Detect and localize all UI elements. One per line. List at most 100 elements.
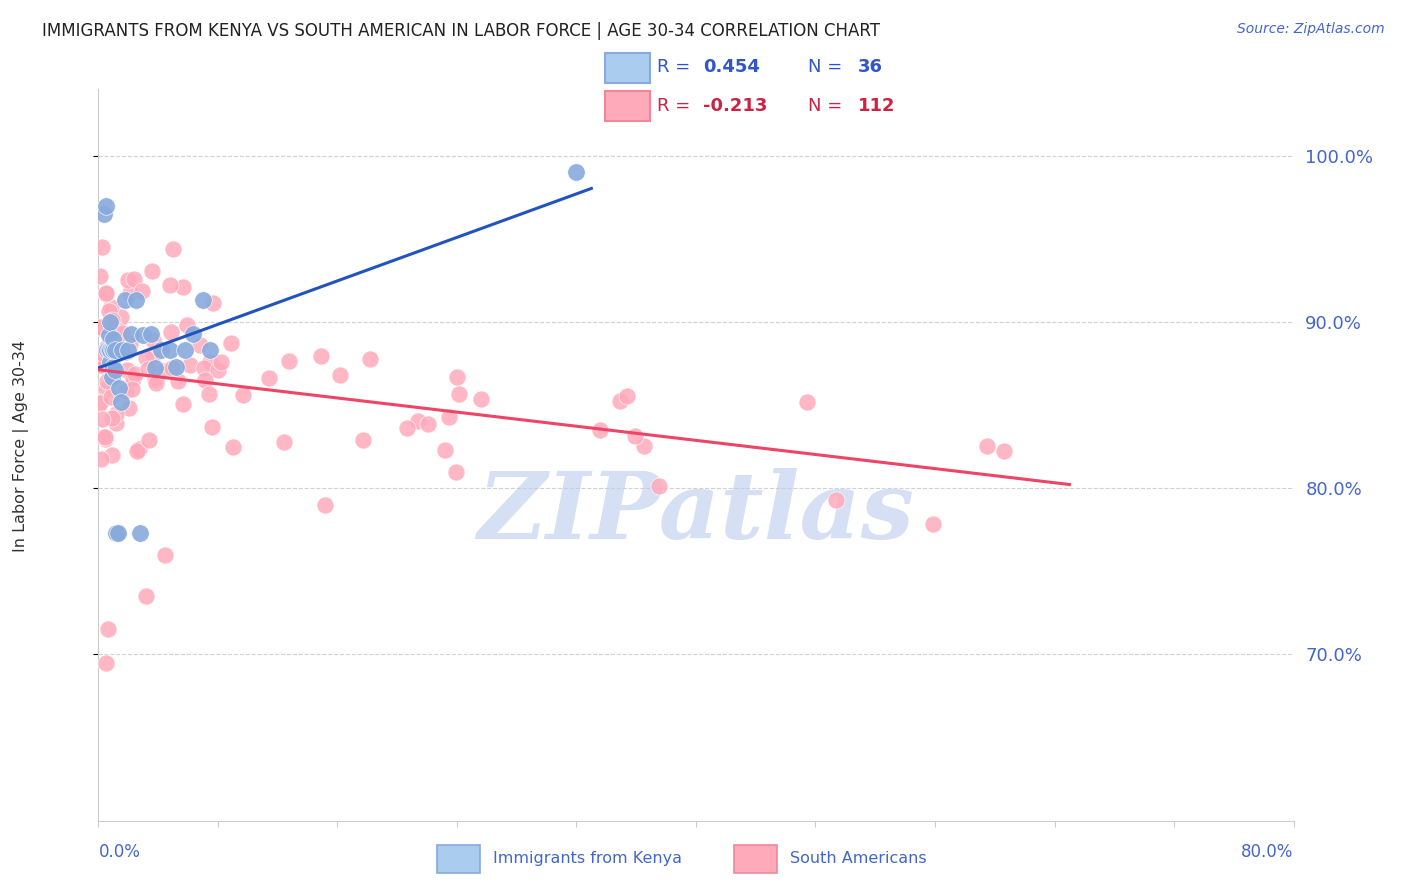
Point: [142, 348, 165, 362]
Point: [114, 384, 136, 398]
Point: [89, 358, 111, 372]
Point: [96, 374, 118, 388]
Point: [103, 359, 125, 374]
Point: [104, 343, 127, 358]
Point: [145, 376, 167, 391]
Point: [122, 370, 145, 384]
Point: [90, 411, 112, 425]
Point: [100, 315, 122, 329]
Point: [89, 395, 111, 409]
Point: [446, 465, 468, 479]
Point: [96, 382, 118, 396]
Point: [105, 407, 128, 421]
Point: [193, 361, 215, 376]
Point: [132, 328, 155, 343]
Point: [143, 372, 166, 386]
Point: [135, 589, 157, 603]
Point: [122, 271, 145, 285]
Point: [135, 351, 157, 365]
Point: [127, 443, 149, 458]
Point: [100, 410, 122, 425]
Point: [91, 430, 114, 444]
Point: [259, 371, 281, 385]
Point: [165, 359, 187, 374]
Point: [141, 264, 163, 278]
Point: [159, 343, 181, 358]
Text: R =: R =: [657, 96, 696, 114]
Point: [138, 433, 160, 447]
Point: [100, 355, 122, 369]
Point: [624, 429, 647, 443]
Point: [89, 321, 111, 335]
Point: [107, 333, 129, 347]
Text: R =: R =: [657, 59, 696, 77]
Point: [98, 364, 121, 378]
Point: [118, 337, 141, 351]
Text: 80.0%: 80.0%: [1241, 843, 1294, 861]
Point: [115, 363, 138, 377]
Point: [103, 332, 125, 346]
Text: -0.213: -0.213: [703, 96, 768, 114]
Point: [100, 313, 122, 327]
Point: [97, 623, 120, 637]
Point: [104, 363, 127, 377]
Point: [194, 373, 217, 387]
Point: [172, 397, 194, 411]
Point: [89, 319, 111, 334]
Text: 0.0%: 0.0%: [98, 843, 141, 861]
Point: [406, 414, 429, 428]
Text: N =: N =: [808, 96, 848, 114]
Point: [191, 293, 214, 308]
Point: [128, 442, 150, 456]
Point: [174, 343, 197, 358]
Point: [117, 273, 139, 287]
Point: [89, 268, 111, 283]
Point: [633, 439, 655, 453]
Point: [121, 382, 143, 396]
Point: [94, 198, 117, 212]
Point: [129, 526, 152, 541]
Point: [94, 286, 117, 301]
Point: [100, 300, 122, 314]
Point: [167, 374, 190, 388]
Point: [447, 387, 470, 401]
Point: [824, 493, 846, 508]
Point: [209, 355, 232, 369]
Point: [131, 284, 153, 298]
Text: 0.454: 0.454: [703, 59, 759, 77]
Point: [118, 285, 141, 300]
Point: [90, 452, 112, 467]
Text: ZIPatlas: ZIPatlas: [478, 468, 914, 558]
FancyBboxPatch shape: [605, 54, 650, 83]
Point: [353, 433, 375, 447]
Point: [153, 548, 176, 562]
FancyBboxPatch shape: [734, 846, 778, 872]
Point: [160, 360, 183, 375]
Text: IMMIGRANTS FROM KENYA VS SOUTH AMERICAN IN LABOR FORCE | AGE 30-34 CORRELATION C: IMMIGRANTS FROM KENYA VS SOUTH AMERICAN …: [42, 22, 880, 40]
Point: [97, 328, 120, 343]
Point: [207, 363, 229, 377]
Point: [796, 394, 818, 409]
Text: 36: 36: [858, 59, 883, 77]
Text: In Labor Force | Age 30-34: In Labor Force | Age 30-34: [13, 340, 30, 552]
Point: [117, 343, 139, 358]
Point: [470, 392, 492, 406]
FancyBboxPatch shape: [605, 91, 650, 120]
Point: [150, 343, 173, 358]
Text: Immigrants from Kenya: Immigrants from Kenya: [492, 852, 682, 866]
Point: [97, 343, 120, 358]
Point: [416, 417, 439, 431]
FancyBboxPatch shape: [437, 846, 481, 872]
Point: [96, 287, 118, 301]
Point: [433, 443, 456, 458]
Point: [100, 326, 122, 340]
Point: [114, 345, 136, 359]
Point: [91, 358, 114, 372]
Point: [360, 351, 382, 366]
Point: [110, 394, 132, 409]
Point: [446, 370, 468, 384]
Point: [273, 435, 295, 450]
Point: [91, 345, 114, 359]
Point: [100, 343, 122, 358]
Text: N =: N =: [808, 59, 848, 77]
